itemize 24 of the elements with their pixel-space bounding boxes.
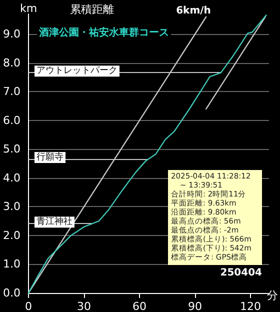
x-tick-label: 60: [132, 300, 146, 312]
annotation: 250404: [220, 268, 262, 278]
y-tick-label: 7.0: [2, 85, 20, 98]
y-tick-label: 4.0: [2, 171, 20, 184]
x-tick-label: 120: [240, 300, 261, 312]
x-tick-label: 30: [76, 300, 91, 312]
x-tick-label: 0: [24, 300, 32, 312]
text: 酒津公園・祐安水車群コース: [38, 26, 169, 38]
ref-line-label: アウトレットパーク: [36, 66, 118, 76]
y-axis-title: km: [20, 2, 38, 15]
y-tick-label: 1.0: [2, 258, 20, 271]
series-label: 6km/h: [176, 5, 211, 16]
y-tick-label: 2.0: [2, 228, 20, 242]
y-tick-label: 9.0: [2, 28, 20, 41]
x-tick-label: 90: [188, 300, 202, 312]
chart-title: 累積距離: [70, 3, 114, 16]
y-tick-label: 6.0: [2, 114, 20, 127]
y-tick-label: 5.0: [2, 142, 20, 156]
ref-line-label: 行願寺: [36, 151, 64, 162]
y-tick-label: 3.0: [2, 200, 20, 214]
x-axis-title: 分: [267, 289, 278, 302]
y-tick-label: 8.0: [2, 56, 20, 70]
y-tick-label: 0.0: [2, 286, 20, 300]
ref-line-label: 青江神社: [36, 216, 72, 228]
